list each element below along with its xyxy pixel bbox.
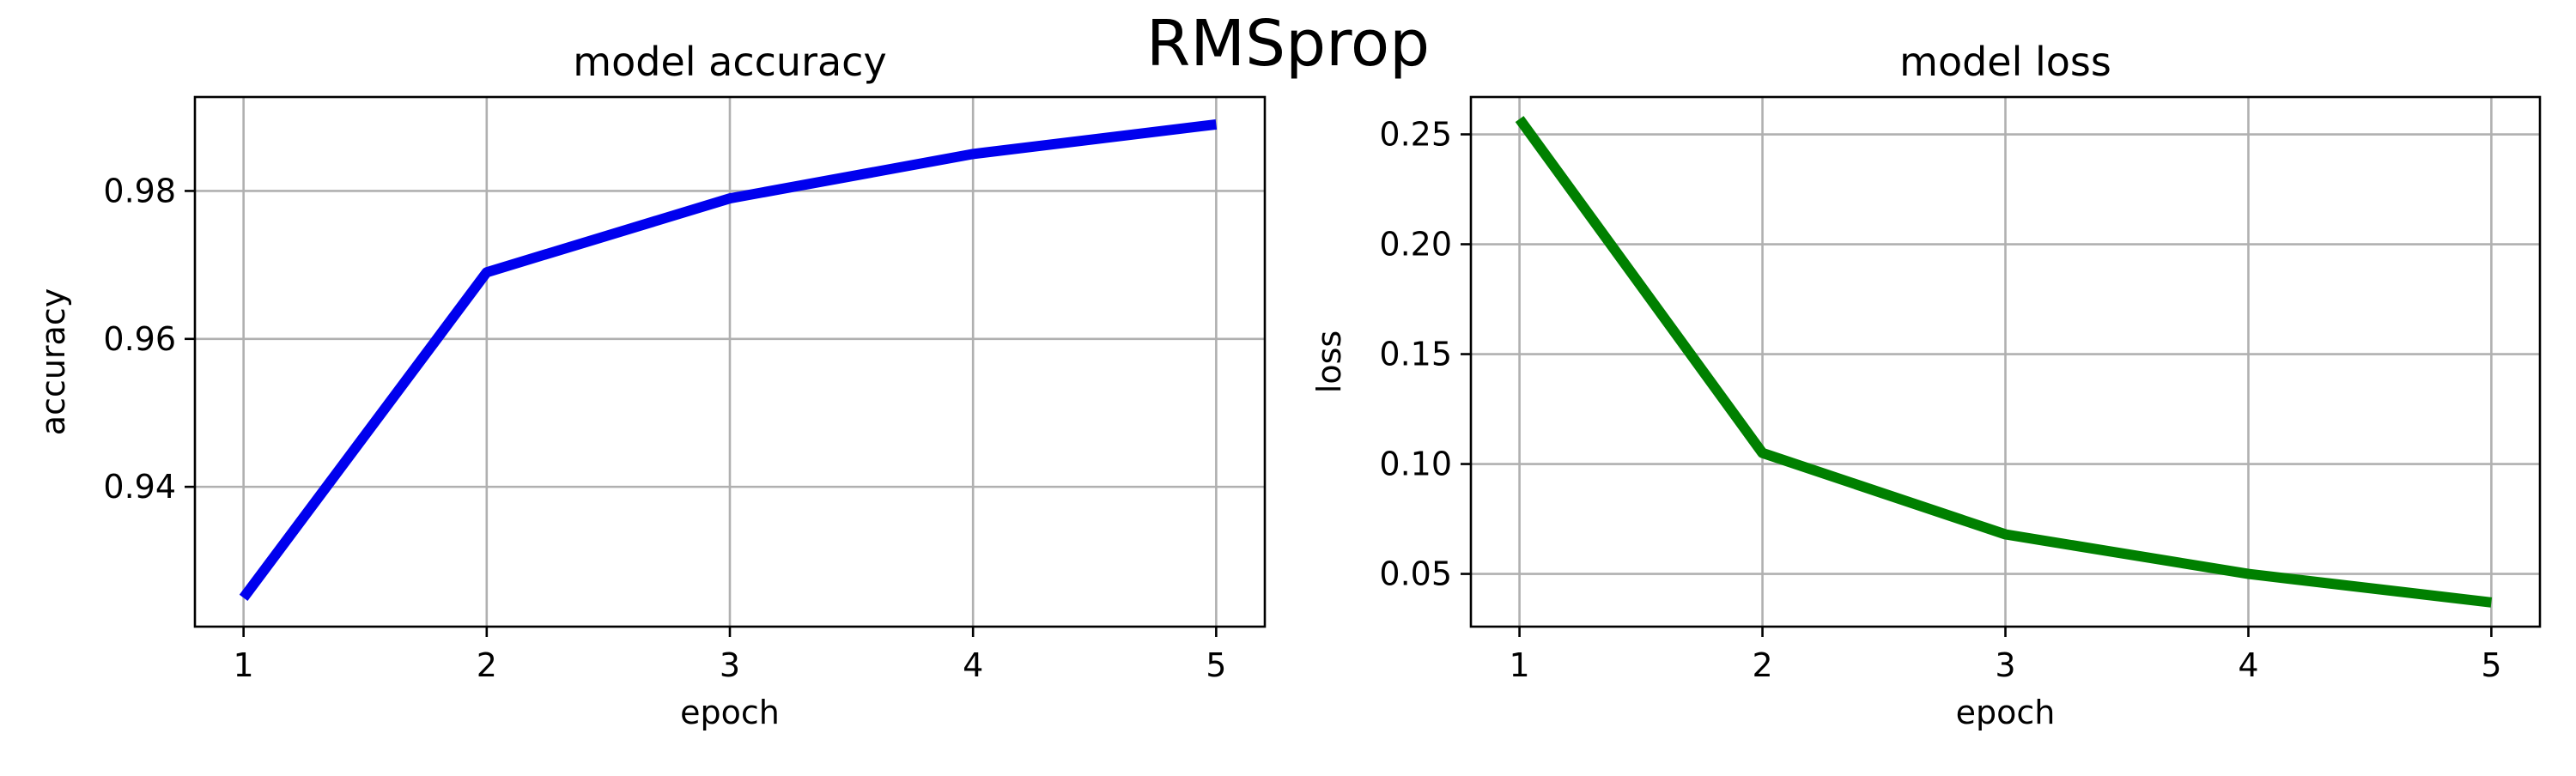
y-tick-label: 0.98 (103, 172, 176, 209)
x-tick-label: 5 (1206, 646, 1226, 684)
x-tick-label: 1 (1509, 646, 1529, 684)
x-tick-label: 3 (720, 646, 740, 684)
x-axis-label: epoch (1956, 694, 2056, 731)
x-tick-label: 2 (1752, 646, 1772, 684)
y-tick-label: 0.25 (1379, 116, 1452, 154)
x-tick-label: 4 (963, 646, 983, 684)
y-tick-label: 0.15 (1379, 336, 1452, 373)
figure-title: RMSprop (0, 7, 2576, 81)
y-tick-label: 0.05 (1379, 555, 1452, 593)
y-axis-label: loss (1310, 330, 1348, 393)
x-tick-label: 4 (2238, 646, 2258, 684)
x-axis-label: epoch (680, 694, 780, 731)
x-tick-label: 5 (2481, 646, 2501, 684)
y-tick-label: 0.96 (103, 320, 176, 358)
x-tick-label: 3 (1995, 646, 2015, 684)
y-tick-label: 0.10 (1379, 446, 1452, 483)
x-tick-label: 1 (234, 646, 254, 684)
y-tick-label: 0.94 (103, 468, 176, 506)
x-tick-label: 2 (477, 646, 497, 684)
y-tick-label: 0.20 (1379, 226, 1452, 264)
y-axis-label: accuracy (34, 288, 72, 435)
